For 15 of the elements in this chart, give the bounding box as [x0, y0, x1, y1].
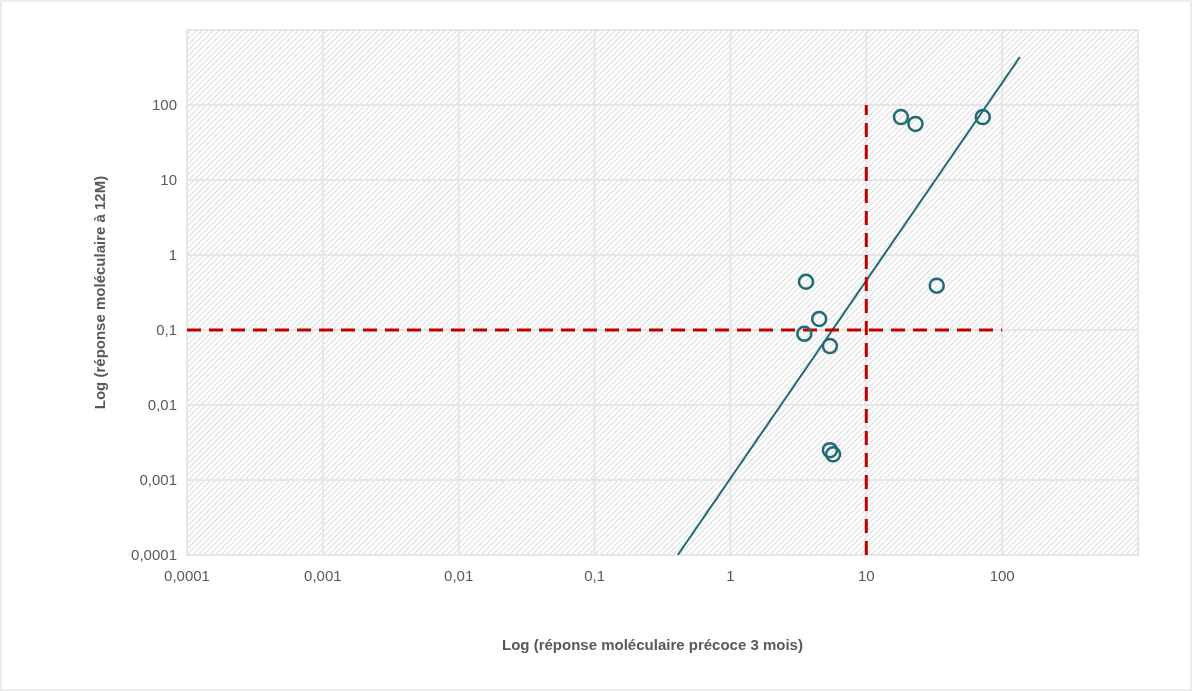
y-tick-label: 0,001: [139, 471, 177, 488]
y-axis-title: Log (réponse moléculaire à 12M): [91, 175, 108, 410]
x-axis-title: Log (réponse moléculaire précoce 3 mois): [502, 636, 803, 653]
x-tick-label: 0,01: [444, 567, 474, 584]
x-tick-label: 0,001: [304, 567, 342, 584]
y-tick-label: 10: [160, 171, 177, 188]
y-tick-label: 1: [168, 246, 177, 263]
y-tick-label: 100: [151, 96, 177, 113]
x-tick-label: 100: [989, 567, 1015, 584]
x-tick-label: 0,1: [584, 567, 605, 584]
y-tick-label: 0,1: [156, 321, 177, 338]
x-tick-label: 10: [857, 567, 875, 584]
y-tick-label: 0,0001: [131, 546, 177, 563]
x-tick-label: 1: [726, 567, 735, 584]
y-tick-label: 0,01: [147, 396, 177, 413]
